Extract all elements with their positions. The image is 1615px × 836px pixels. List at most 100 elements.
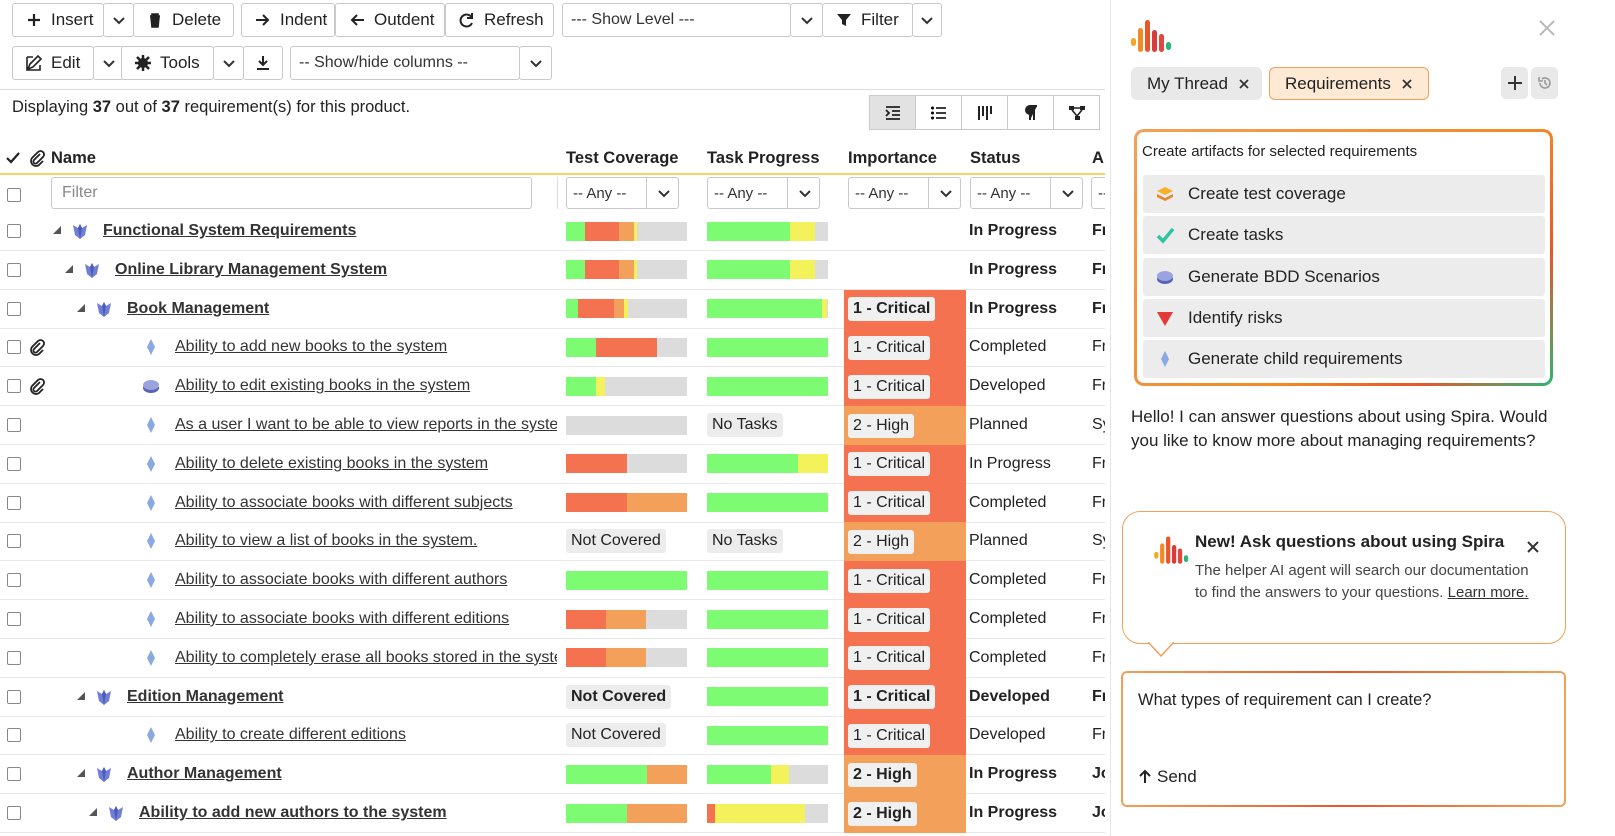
new-thread-button[interactable] <box>1501 67 1528 99</box>
requirement-name[interactable]: Edition Management <box>127 678 557 716</box>
column-filter-select[interactable]: -- Any -- <box>707 177 820 209</box>
toolbar-button[interactable]: Delete <box>133 3 234 37</box>
requirement-link[interactable]: Ability to associate books with differen… <box>175 571 508 589</box>
requirement-name[interactable]: Ability to associate books with differen… <box>175 484 557 522</box>
artifact-action[interactable]: Create test coverage <box>1143 175 1545 213</box>
row-checkbox[interactable] <box>7 224 21 238</box>
requirement-name[interactable]: As a user I want to be able to view repo… <box>175 406 557 444</box>
row-checkbox[interactable] <box>7 262 21 277</box>
requirement-name[interactable]: Ability to completely erase all books st… <box>175 639 557 677</box>
importance-badge: 1 - Critical <box>848 335 931 360</box>
status: In Progress <box>969 299 1058 317</box>
row-checkbox[interactable] <box>7 379 21 394</box>
requirement-name[interactable]: Online Library Management System <box>115 251 557 289</box>
requirement-link[interactable]: Ability to view a list of books in the s… <box>175 532 478 550</box>
row-checkbox[interactable] <box>7 456 21 471</box>
requirement-link[interactable]: Ability to create different editions <box>175 726 406 744</box>
dropdown-toggle[interactable] <box>93 46 124 80</box>
history-button[interactable] <box>1531 67 1558 99</box>
dropdown-toggle[interactable] <box>519 46 552 80</box>
requirement-link[interactable]: Author Management <box>127 765 282 783</box>
requirement-link[interactable]: Ability to edit existing books in the sy… <box>175 377 471 395</box>
download-button[interactable] <box>243 46 283 80</box>
requirement-name[interactable]: Ability to create different editions <box>175 716 557 754</box>
row-checkbox[interactable] <box>7 728 21 743</box>
column-filter-select[interactable]: -- Any -- <box>566 177 679 209</box>
row-checkbox[interactable] <box>7 767 21 782</box>
requirement-link[interactable]: Edition Management <box>127 687 284 705</box>
notice-link[interactable]: Learn more. <box>1447 584 1529 601</box>
row-checkbox[interactable] <box>7 650 21 665</box>
row-checkbox[interactable] <box>7 495 21 510</box>
requirement-name[interactable]: Ability to associate books with differen… <box>175 561 557 599</box>
filter-checkbox[interactable] <box>7 188 21 202</box>
dropdown-toggle[interactable] <box>912 3 942 37</box>
artifact-action[interactable]: Identify risks <box>1143 298 1545 337</box>
column-filter-select[interactable]: -- Any -- <box>970 177 1083 209</box>
dropdown-toggle[interactable] <box>103 3 134 37</box>
dropdown-toggle[interactable] <box>790 3 823 37</box>
requirement-name[interactable]: Author Management <box>127 755 557 793</box>
row-checkbox[interactable] <box>7 340 21 355</box>
artifact-action[interactable]: Create tasks <box>1143 216 1545 255</box>
view-button[interactable] <box>869 95 916 130</box>
requirement-name[interactable]: Ability to view a list of books in the s… <box>175 522 557 560</box>
filter-button[interactable]: Filter <box>822 3 913 37</box>
send-button[interactable]: Send <box>1138 765 1238 789</box>
artifact-action[interactable]: Generate BDD Scenarios <box>1143 257 1545 296</box>
progress-bar <box>566 376 687 396</box>
view-button[interactable] <box>1007 95 1054 130</box>
importance-badge: 1 - Critical <box>848 723 931 748</box>
requirement-name[interactable]: Ability to edit existing books in the sy… <box>175 367 557 405</box>
view-button[interactable] <box>1053 95 1100 130</box>
dropdown-toggle[interactable] <box>213 46 244 80</box>
toolbar-button[interactable]: Outdent <box>335 3 445 37</box>
progress-bar <box>707 725 828 745</box>
bar-segment <box>647 764 687 784</box>
bar-segment <box>626 803 687 823</box>
row-checkbox[interactable] <box>7 301 21 316</box>
thread-tab[interactable]: My Thread <box>1131 67 1262 100</box>
row-checkbox[interactable] <box>7 534 21 549</box>
show-level-select[interactable]: --- Show Level --- <box>562 3 791 37</box>
requirement-link[interactable]: Ability to associate books with differen… <box>175 493 513 511</box>
chat-input[interactable]: What types of requirement can I create? S… <box>1121 671 1566 807</box>
toolbar-button[interactable]: Refresh <box>445 3 554 37</box>
requirement-name[interactable]: Ability to associate books with differen… <box>175 600 557 638</box>
row-checkbox[interactable] <box>7 806 21 820</box>
row-checkbox[interactable] <box>7 689 21 704</box>
progress-bar <box>566 648 687 668</box>
select-label: -- Any -- <box>977 184 1031 202</box>
artifact-action[interactable]: Generate child requirements <box>1143 340 1545 379</box>
view-button[interactable] <box>961 95 1008 130</box>
toolbar-button[interactable]: Edit <box>12 46 94 80</box>
requirement-link[interactable]: Ability to add new books to the system <box>175 338 448 356</box>
dropdown-toggle <box>928 177 962 209</box>
columns-select[interactable]: -- Show/hide columns -- <box>290 46 520 80</box>
toolbar-button[interactable]: Tools <box>121 46 214 80</box>
toolbar-button[interactable]: Indent <box>241 3 335 37</box>
requirement-name[interactable]: Functional System Requirements <box>103 212 557 250</box>
row-checkbox[interactable] <box>7 612 21 626</box>
requirement-link[interactable]: Online Library Management System <box>115 260 388 278</box>
requirement-link[interactable]: Ability to delete existing books in the … <box>175 454 489 472</box>
requirement-name[interactable]: Ability to delete existing books in the … <box>175 445 557 483</box>
requirement-link[interactable]: As a user I want to be able to view repo… <box>175 416 557 433</box>
row-checkbox[interactable] <box>7 573 21 588</box>
requirement-link[interactable]: Ability to completely erase all books st… <box>175 648 557 666</box>
assistant-panel: My Thread Requirements Create artifacts fo… <box>1110 0 1615 836</box>
view-button[interactable] <box>915 95 962 130</box>
requirement-name[interactable]: Ability to add new books to the system <box>175 328 557 366</box>
requirement-link[interactable]: Ability to add new authors to the system <box>139 804 447 821</box>
requirement-name[interactable]: Ability to add new authors to the system <box>139 794 557 832</box>
toolbar-button[interactable]: Insert <box>12 3 104 37</box>
name-filter[interactable]: Filter <box>51 177 532 209</box>
column-filter-select[interactable]: -- Any -- <box>1091 177 1105 209</box>
requirement-link[interactable]: Book Management <box>127 299 270 317</box>
requirement-link[interactable]: Ability to associate books with differen… <box>175 610 510 627</box>
row-checkbox[interactable] <box>7 418 21 432</box>
thread-tab[interactable]: Requirements <box>1269 67 1429 100</box>
column-filter-select[interactable]: -- Any -- <box>848 177 961 209</box>
requirement-name[interactable]: Book Management <box>127 290 557 328</box>
requirement-link[interactable]: Functional System Requirements <box>103 222 357 239</box>
